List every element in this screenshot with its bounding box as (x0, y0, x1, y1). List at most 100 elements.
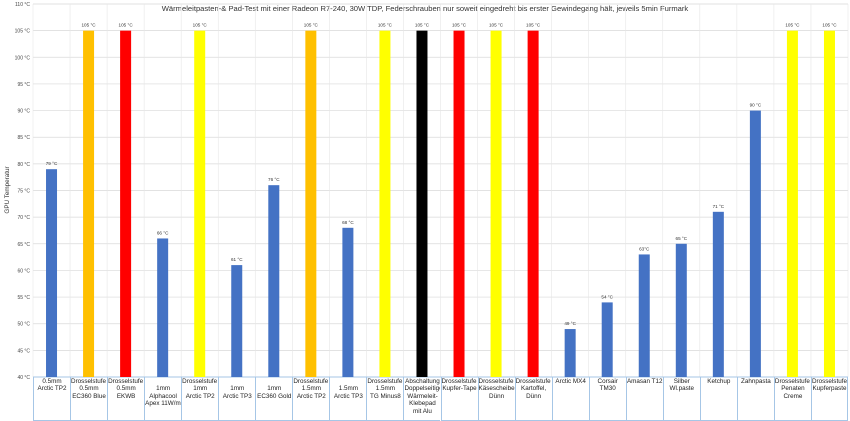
x-category-label-line: 1.5mm (338, 385, 358, 393)
x-category-label-line: 1.5mm (301, 385, 321, 393)
x-category-label-line: Drosselstufe 2 (293, 378, 329, 385)
x-category-label-line: Arctic TP2 (37, 385, 67, 393)
y-tick-label: 50 °C (17, 322, 30, 328)
bar-value-label: 105 °C (822, 23, 837, 28)
x-category-label-line: 1.5mm (375, 385, 396, 393)
x-category-label-text: 1mm Alphacool Apex 11W/mk (145, 377, 181, 408)
x-category-label: Drosselstufe 3Kupfer-Tape (440, 377, 478, 421)
x-category-label: Drosselstufe 11mmArctic TP2 (181, 377, 219, 421)
x-category-label: Amasan T12 (625, 377, 663, 421)
y-tick-label: 90 °C (17, 109, 30, 115)
x-category-label: 1mm EC360 Gold (255, 377, 293, 421)
x-category-label-text: Ketchup (701, 377, 737, 385)
bar-value-label: 105 °C (489, 23, 504, 28)
x-category-label-line: TM30 (599, 385, 616, 393)
x-category-label-line: Dünn (489, 392, 505, 400)
x-category-label-line (219, 378, 255, 385)
x-category-label-text: Silber Wl.paste (664, 377, 700, 393)
x-category-label: Silber Wl.paste (662, 377, 700, 421)
x-category-label-text: Drosselstufe 3Kartoffel,Dünn (516, 377, 552, 400)
y-tick-label: 70 °C (17, 215, 30, 221)
bar-value-label: 105 °C (119, 23, 134, 28)
bar-value-label: 66 °C (157, 230, 169, 235)
x-category-label-line: Doppelseitiges (404, 385, 440, 393)
bar (416, 30, 428, 378)
chart-title: Wärmeleitpasten-& Pad-Test mit einer Rad… (162, 4, 689, 13)
x-category-label: Corsair TM30 (588, 377, 626, 421)
x-category-label-line: TG Minus8 (370, 392, 401, 400)
bar-value-label: 105 °C (82, 23, 97, 28)
y-axis-label: GPU Temperatur (4, 166, 11, 213)
x-category-label-text: Drosselstufe 1Kupferpaste (812, 377, 847, 393)
y-tick-label: 80 °C (17, 162, 30, 168)
bar-value-label: 105 °C (304, 23, 319, 28)
x-category-label-line: Ketchup (707, 378, 731, 385)
bar (564, 329, 576, 377)
x-category-label-text: 1.5mm Arctic TP3 (330, 377, 366, 400)
bar (453, 30, 465, 378)
x-category-label-line: Drosselstufe 3 (441, 378, 478, 385)
bar (83, 30, 95, 378)
x-category-label-text: Zahnpasta (738, 377, 774, 385)
x-category-label-text: 1mm Arctic TP3 (219, 377, 255, 400)
bar (601, 302, 613, 377)
x-category-label-line: Käsescheibe, (478, 385, 515, 393)
x-category-label-line: Arctic TP3 (222, 392, 252, 400)
x-category-label-line: Amasan T12 (626, 378, 663, 385)
bar (379, 30, 391, 378)
bar-value-label: 90 °C (750, 103, 762, 108)
bar-value-label: 49 °C (564, 321, 576, 326)
x-category-label-line: 1mm (230, 385, 245, 393)
x-category-label-line: Arctic TP2 (296, 392, 326, 400)
x-category-label-line: Drosselstufe 1 (811, 378, 847, 385)
y-tick-label: 95 °C (17, 82, 30, 88)
x-category-label: Drosselstufe 1Käsescheibe,Dünn (477, 377, 515, 421)
x-category-label-line: Abschaltung (405, 378, 440, 385)
x-category-label-line: Arctic TP2 (185, 392, 215, 400)
x-category-label-line: 1mm (267, 385, 282, 393)
bar (305, 30, 317, 378)
x-category-label-line: Arctic TP3 (333, 392, 363, 400)
x-category-label-line: Drosselstufe 3 (515, 378, 552, 385)
y-tick-label: 60 °C (17, 268, 30, 274)
x-category-label-line: Arctic MX4 (555, 378, 586, 385)
x-category-label-line (330, 378, 366, 385)
x-category-label-line: Kartoffel, (521, 385, 547, 393)
bars (46, 30, 835, 378)
bar (46, 169, 58, 377)
x-category-label: Drosselstufe 1Kupferpaste (810, 377, 848, 421)
bar-value-label: 63°C (639, 246, 650, 251)
bar-value-label: 54 °C (601, 294, 613, 299)
gridlines (32, 3, 849, 378)
x-category-label-line: Zahnpasta (740, 378, 771, 385)
x-category-label-line: Corsair (597, 378, 618, 385)
bar-value-label: 105 °C (452, 23, 467, 28)
x-category-label-text: Amasan T12 (627, 377, 663, 385)
x-category-label-line: Penaten (781, 385, 805, 393)
bar-value-label: 105 °C (526, 23, 541, 28)
y-tick-label: 105 °C (15, 29, 31, 35)
x-category-label-line: Alphacool (149, 392, 177, 400)
value-labels: 79 °C 105 °C 105 °C 66 °C 105 °C 61 °C 76 °C 10… (46, 23, 837, 326)
x-category-label-line: Creme (783, 392, 803, 400)
x-category-label-line: Wl.paste (669, 385, 695, 393)
x-category-label-line: Drosselstufe 1 (182, 378, 218, 385)
bar-value-label: 68 °C (342, 220, 354, 225)
x-category-label-line: EKWB (116, 392, 136, 400)
x-category-label-text: 1mm EC360 Gold (256, 377, 292, 400)
x-category-label-text: Drosselstufe 3Kupfer-Tape (442, 377, 478, 393)
bar (675, 243, 687, 377)
x-category-label-line: Drosselstufe 1 (478, 378, 515, 385)
x-category-label-line: Drosselstufe 1 (367, 378, 403, 385)
x-category-label-line: 0.5mm (79, 385, 99, 393)
bar-value-label: 65 °C (676, 236, 688, 241)
x-category-label-line: Apex 11W/mk (145, 400, 182, 408)
bar (268, 185, 280, 377)
bar-value-label: 79 °C (46, 161, 58, 166)
